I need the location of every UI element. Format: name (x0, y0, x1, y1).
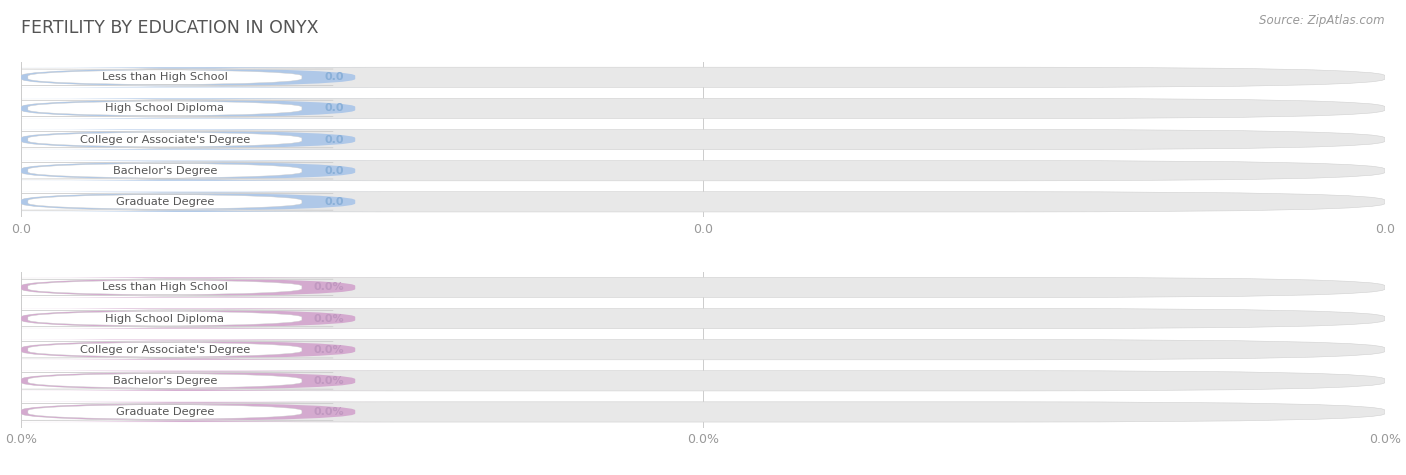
FancyBboxPatch shape (0, 69, 333, 86)
Text: Source: ZipAtlas.com: Source: ZipAtlas.com (1260, 14, 1385, 27)
Text: 0.0%: 0.0% (314, 407, 344, 417)
FancyBboxPatch shape (21, 161, 1385, 181)
FancyBboxPatch shape (21, 192, 1385, 212)
Text: 0.0: 0.0 (325, 72, 344, 82)
FancyBboxPatch shape (0, 100, 333, 117)
FancyBboxPatch shape (21, 308, 1385, 329)
FancyBboxPatch shape (0, 370, 394, 391)
Text: 0.0%: 0.0% (314, 345, 344, 355)
FancyBboxPatch shape (0, 402, 394, 422)
FancyBboxPatch shape (0, 277, 394, 297)
Text: Graduate Degree: Graduate Degree (115, 407, 214, 417)
FancyBboxPatch shape (21, 340, 1385, 360)
Text: 0.0%: 0.0% (314, 376, 344, 386)
Text: Less than High School: Less than High School (103, 283, 228, 293)
Text: High School Diploma: High School Diploma (105, 314, 225, 323)
Text: 0.0%: 0.0% (314, 283, 344, 293)
Text: Graduate Degree: Graduate Degree (115, 197, 214, 207)
FancyBboxPatch shape (0, 162, 333, 179)
FancyBboxPatch shape (21, 67, 1385, 87)
FancyBboxPatch shape (0, 340, 394, 360)
Text: 0.0: 0.0 (325, 134, 344, 144)
Text: Bachelor's Degree: Bachelor's Degree (112, 166, 217, 176)
FancyBboxPatch shape (0, 279, 333, 296)
Text: 0.0%: 0.0% (314, 314, 344, 323)
FancyBboxPatch shape (0, 404, 333, 420)
Text: 0.0: 0.0 (325, 104, 344, 114)
Text: High School Diploma: High School Diploma (105, 104, 225, 114)
Text: FERTILITY BY EDUCATION IN ONYX: FERTILITY BY EDUCATION IN ONYX (21, 19, 319, 37)
Text: 0.0: 0.0 (325, 166, 344, 176)
FancyBboxPatch shape (0, 193, 333, 210)
FancyBboxPatch shape (0, 131, 333, 148)
FancyBboxPatch shape (21, 277, 1385, 297)
Text: College or Associate's Degree: College or Associate's Degree (80, 134, 250, 144)
FancyBboxPatch shape (0, 342, 333, 358)
FancyBboxPatch shape (21, 130, 1385, 150)
Text: College or Associate's Degree: College or Associate's Degree (80, 345, 250, 355)
Text: Less than High School: Less than High School (103, 72, 228, 82)
FancyBboxPatch shape (0, 67, 394, 87)
FancyBboxPatch shape (0, 192, 394, 212)
Text: Bachelor's Degree: Bachelor's Degree (112, 376, 217, 386)
FancyBboxPatch shape (21, 370, 1385, 391)
FancyBboxPatch shape (0, 98, 394, 119)
FancyBboxPatch shape (0, 130, 394, 150)
Text: 0.0: 0.0 (325, 197, 344, 207)
FancyBboxPatch shape (21, 402, 1385, 422)
FancyBboxPatch shape (0, 372, 333, 389)
FancyBboxPatch shape (21, 98, 1385, 119)
FancyBboxPatch shape (0, 308, 394, 329)
FancyBboxPatch shape (0, 310, 333, 327)
FancyBboxPatch shape (0, 161, 394, 181)
